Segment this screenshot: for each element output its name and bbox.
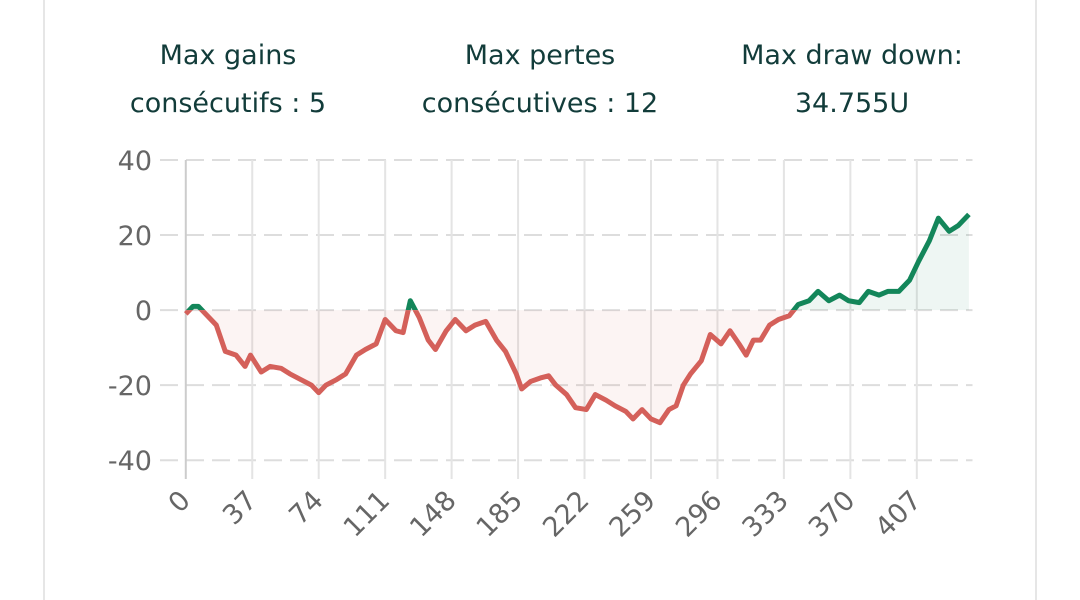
y-tick-label: -40 xyxy=(108,446,152,477)
x-tick-label: 37 xyxy=(217,485,263,531)
x-tick-label: 407 xyxy=(869,485,927,543)
stat-text: Max draw down: xyxy=(741,40,963,71)
stat-text: Max gains xyxy=(160,40,297,71)
x-tick-label: 111 xyxy=(338,485,396,543)
stat-text: consécutifs : 5 xyxy=(130,88,326,119)
stat-text: Max pertes xyxy=(465,40,616,71)
x-tick-label: 0 xyxy=(163,485,197,519)
x-tick-label: 296 xyxy=(670,485,728,543)
y-tick-label: 40 xyxy=(118,146,152,177)
y-tick-label: 20 xyxy=(118,221,152,252)
x-tick-label: 259 xyxy=(604,485,662,543)
y-tick-label: 0 xyxy=(135,296,152,327)
line xyxy=(185,212,971,311)
y-tick-label: -20 xyxy=(108,371,152,402)
x-tick-label: 222 xyxy=(537,485,595,543)
line xyxy=(183,310,797,426)
x-tick-label: 148 xyxy=(404,485,462,543)
area xyxy=(189,214,969,311)
x-tick-label: 74 xyxy=(283,485,329,531)
x-tick-label: 370 xyxy=(803,485,861,543)
stat-text: 34.755U xyxy=(795,88,909,119)
area xyxy=(185,310,969,423)
x-tick-label: 185 xyxy=(471,485,529,543)
stat-text: consécutives : 12 xyxy=(422,88,658,119)
x-tick-label: 333 xyxy=(736,485,794,543)
